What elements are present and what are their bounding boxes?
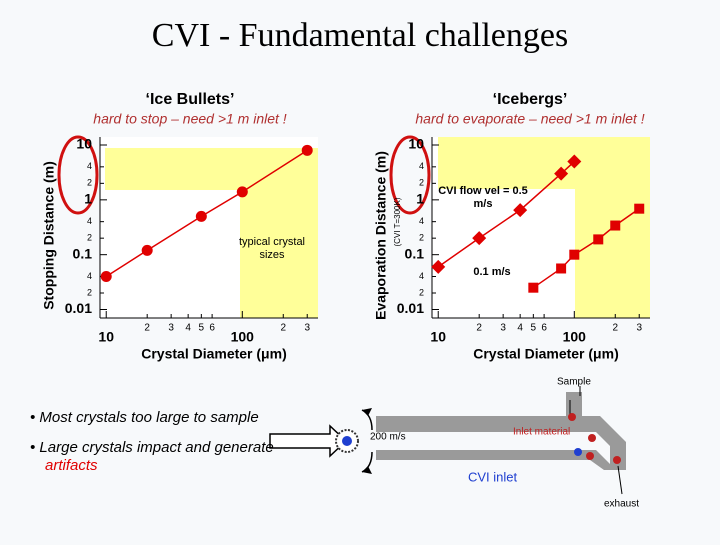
bullet-highlight: artifacts — [45, 457, 98, 474]
x-tick-label: 6 — [209, 323, 215, 334]
y-tick-label: 2 — [87, 178, 92, 188]
y-tick-label: 0.1 — [73, 245, 93, 261]
y-tick-label: 2 — [87, 233, 92, 243]
chart-subtitle: hard to stop – need >1 m inlet ! — [93, 111, 287, 127]
x-tick-label: 3 — [500, 323, 506, 334]
series-label: CVI flow vel = 0.5 m/s — [438, 185, 528, 210]
chart-subtitle: hard to evaporate – need >1 m inlet ! — [415, 111, 644, 127]
bullet-text: Most crystals too large to sample — [39, 409, 259, 426]
x-tick-label: 3 — [636, 323, 642, 334]
arrow-head — [362, 466, 372, 474]
chart-title: ‘Icebergs’ — [493, 91, 568, 108]
y-tick-label: 10 — [76, 136, 92, 152]
pipe — [376, 392, 626, 462]
x-tick-label: 100 — [231, 329, 255, 345]
point — [141, 244, 153, 256]
particle — [568, 413, 576, 421]
y-axis-note: (CVI T=300K) — [393, 197, 402, 246]
diagram-label: 200 m/s — [370, 432, 406, 443]
point — [513, 203, 528, 218]
y-tick-label: 4 — [87, 161, 92, 171]
y-tick-label: 4 — [87, 271, 92, 281]
y-tick-label: 2 — [419, 233, 424, 243]
point — [569, 249, 580, 260]
x-tick-label: 4 — [517, 323, 523, 334]
slide-title: CVI - Fundamental challenges — [152, 17, 568, 54]
point — [301, 144, 313, 156]
y-axis-label: Evaporation Distance (m) — [373, 151, 389, 320]
circle-mark — [389, 135, 431, 215]
x-tick-label: 5 — [199, 323, 205, 334]
arrow-head — [362, 408, 372, 416]
annotation: typical crystal sizes — [238, 236, 306, 261]
y-tick-label: 0.01 — [397, 300, 424, 316]
point — [567, 154, 582, 169]
x-tick-label: 3 — [304, 323, 310, 334]
point — [528, 282, 539, 293]
y-tick-label: 4 — [87, 216, 92, 226]
crystal-core — [342, 436, 352, 446]
x-tick-label: 10 — [98, 329, 114, 345]
x-tick-label: 10 — [430, 329, 446, 345]
diagram-label: Sample — [557, 377, 591, 388]
series-label: 0.1 m/s — [473, 266, 511, 278]
point — [554, 166, 569, 181]
y-tick-label: 1 — [84, 191, 92, 207]
diagram-label: exhaust — [604, 499, 639, 510]
chart-title: ‘Ice Bullets’ — [146, 91, 235, 108]
circle-mark — [57, 135, 99, 215]
point — [556, 263, 567, 274]
particle — [588, 434, 596, 442]
x-tick-label: 2 — [476, 323, 482, 334]
y-tick-label: 4 — [419, 271, 424, 281]
bullet: • Large crystals impact and generate art… — [30, 439, 274, 474]
x-tick-label: 2 — [280, 323, 286, 334]
pipe — [376, 450, 626, 470]
particle — [613, 456, 621, 464]
y-tick-label: 2 — [419, 178, 424, 188]
x-tick-label: 100 — [563, 329, 587, 345]
point — [472, 231, 487, 246]
particle — [586, 452, 594, 460]
x-axis-label: Crystal Diameter (μm) — [141, 346, 287, 362]
bullet-text: Large crystals impact and generate — [39, 439, 274, 456]
particle — [574, 448, 582, 456]
y-tick-label: 1 — [416, 191, 424, 207]
point — [195, 210, 207, 222]
point — [593, 234, 604, 245]
y-tick-label: 10 — [408, 136, 424, 152]
point — [634, 203, 645, 214]
y-tick-label: 2 — [87, 287, 92, 297]
y-tick-label: 4 — [419, 216, 424, 226]
bullet: • Most crystals too large to sample — [30, 409, 259, 426]
y-axis-label: Stopping Distance (m) — [41, 161, 57, 310]
x-tick-label: 5 — [531, 323, 537, 334]
arrow — [269, 424, 348, 458]
y-tick-label: 2 — [419, 287, 424, 297]
highlight — [240, 148, 318, 318]
x-axis-label: Crystal Diameter (μm) — [473, 346, 619, 362]
x-tick-label: 2 — [144, 323, 150, 334]
x-tick-label: 3 — [168, 323, 174, 334]
x-tick-label: 2 — [612, 323, 618, 334]
point — [610, 220, 621, 231]
point — [100, 270, 112, 282]
y-tick-label: 0.1 — [405, 245, 425, 261]
diagram-label: Inlet material — [513, 427, 570, 438]
x-tick-label: 4 — [185, 323, 191, 334]
y-tick-label: 0.01 — [65, 300, 92, 316]
point — [236, 186, 248, 198]
exhaust-arrow — [617, 465, 623, 495]
diagram-label: CVI inlet — [468, 469, 518, 484]
x-tick-label: 6 — [541, 323, 547, 334]
y-tick-label: 4 — [419, 161, 424, 171]
point — [431, 259, 446, 274]
